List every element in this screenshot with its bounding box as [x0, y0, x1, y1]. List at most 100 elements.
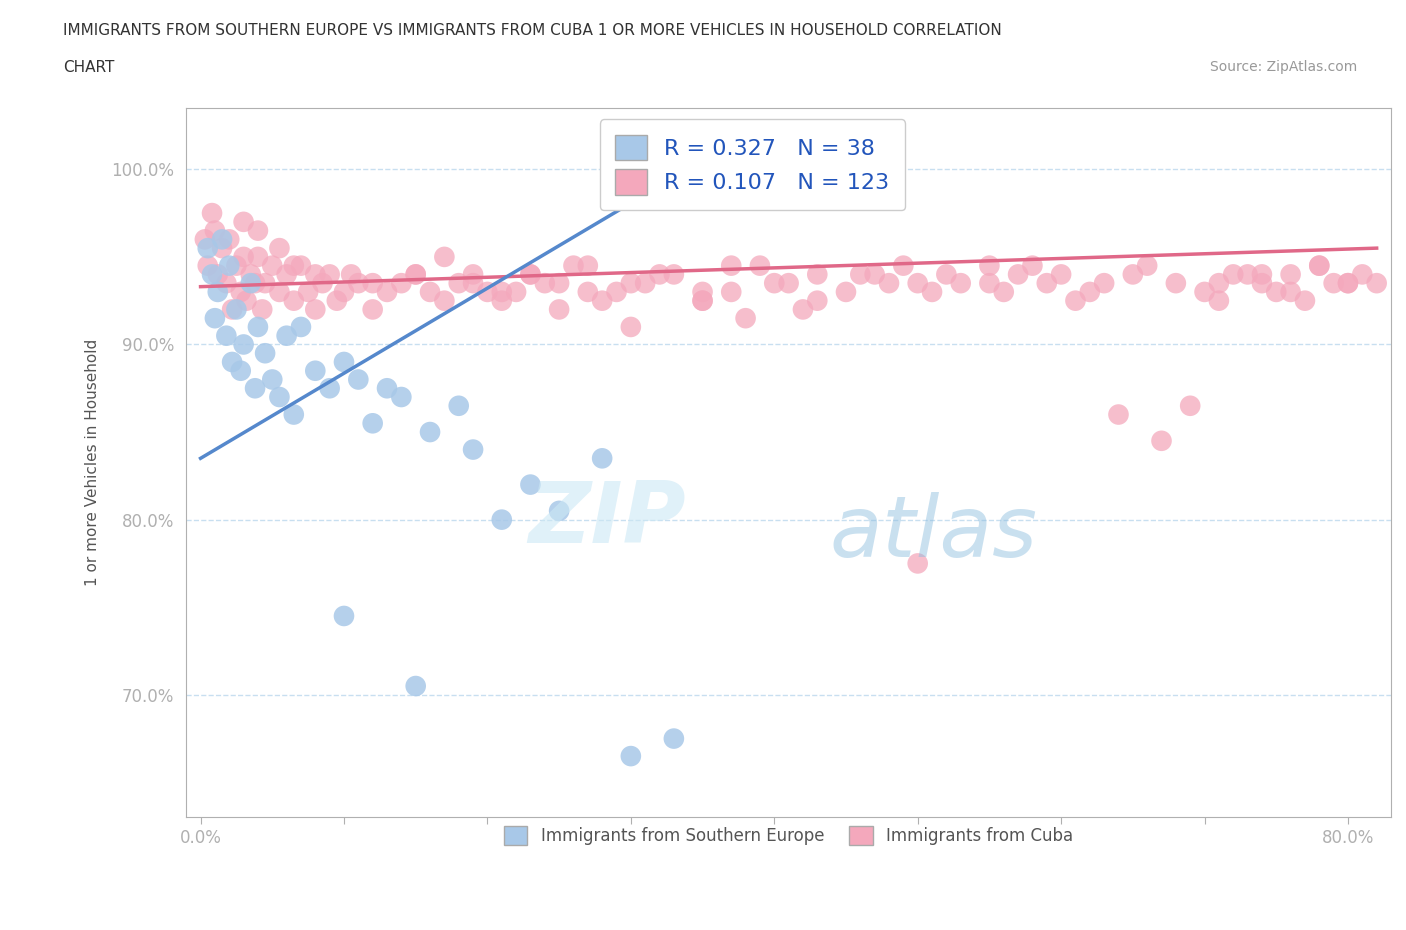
Point [254, 275, 277, 290]
Point [340, 267, 363, 282]
Point [548, 275, 571, 290]
Point [201, 206, 224, 220]
Point [1078, 285, 1101, 299]
Point [215, 328, 238, 343]
Point [562, 259, 585, 273]
Point [778, 275, 800, 290]
Point [692, 285, 714, 299]
Point [1337, 275, 1360, 290]
Point [304, 364, 326, 379]
Point [211, 232, 233, 246]
Point [605, 285, 627, 299]
Point [269, 285, 291, 299]
Point [1308, 259, 1330, 273]
Point [835, 285, 858, 299]
Point [763, 275, 786, 290]
Point [461, 442, 484, 457]
Text: CHART: CHART [63, 60, 115, 75]
Point [232, 249, 254, 264]
Point [318, 267, 340, 282]
Point [1194, 285, 1216, 299]
Point [333, 285, 356, 299]
Point [907, 275, 929, 290]
Point [239, 267, 262, 282]
Point [290, 259, 312, 273]
Point [979, 259, 1001, 273]
Point [361, 302, 384, 317]
Point [283, 293, 305, 308]
Point [232, 215, 254, 230]
Point [1021, 259, 1043, 273]
Point [533, 275, 555, 290]
Point [1036, 275, 1059, 290]
Point [1180, 398, 1202, 413]
Point [269, 241, 291, 256]
Point [297, 285, 319, 299]
Point [447, 275, 470, 290]
Point [375, 380, 398, 395]
Point [1208, 293, 1230, 308]
Point [246, 249, 269, 264]
Point [207, 285, 229, 299]
Point [720, 285, 742, 299]
Point [519, 267, 541, 282]
Point [1050, 267, 1073, 282]
Point [734, 311, 756, 325]
Point [806, 267, 828, 282]
Point [1351, 267, 1374, 282]
Point [276, 328, 298, 343]
Point [519, 477, 541, 492]
Text: Source: ZipAtlas.com: Source: ZipAtlas.com [1209, 60, 1357, 74]
Point [283, 407, 305, 422]
Point [591, 293, 613, 308]
Point [576, 259, 599, 273]
Point [347, 372, 370, 387]
Point [1007, 267, 1029, 282]
Point [620, 275, 643, 290]
Point [201, 267, 224, 282]
Point [262, 259, 284, 273]
Point [290, 320, 312, 335]
Point [333, 354, 356, 369]
Point [720, 259, 742, 273]
Point [993, 285, 1015, 299]
Point [389, 390, 412, 405]
Point [197, 241, 219, 256]
Point [1265, 285, 1288, 299]
Point [491, 285, 513, 299]
Text: ZIP: ZIP [529, 478, 686, 561]
Point [921, 285, 943, 299]
Point [1323, 275, 1346, 290]
Point [1122, 267, 1144, 282]
Point [235, 293, 257, 308]
Point [361, 416, 384, 431]
Point [748, 259, 770, 273]
Point [620, 749, 643, 764]
Point [491, 293, 513, 308]
Point [246, 320, 269, 335]
Point [1337, 275, 1360, 290]
Point [197, 259, 219, 273]
Point [979, 275, 1001, 290]
Point [243, 380, 266, 395]
Point [194, 232, 217, 246]
Point [648, 267, 671, 282]
Point [1164, 275, 1187, 290]
Point [1365, 275, 1388, 290]
Point [326, 293, 349, 308]
Point [1251, 275, 1274, 290]
Point [232, 337, 254, 352]
Point [304, 267, 326, 282]
Point [262, 372, 284, 387]
Text: IMMIGRANTS FROM SOUTHERN EUROPE VS IMMIGRANTS FROM CUBA 1 OR MORE VEHICLES IN HO: IMMIGRANTS FROM SOUTHERN EUROPE VS IMMIG… [63, 23, 1002, 38]
Point [419, 285, 441, 299]
Point [548, 503, 571, 518]
Point [447, 398, 470, 413]
Point [1236, 267, 1258, 282]
Point [662, 731, 685, 746]
Point [1108, 407, 1130, 422]
Point [1308, 259, 1330, 273]
Point [218, 232, 240, 246]
Point [269, 390, 291, 405]
Point [935, 267, 957, 282]
